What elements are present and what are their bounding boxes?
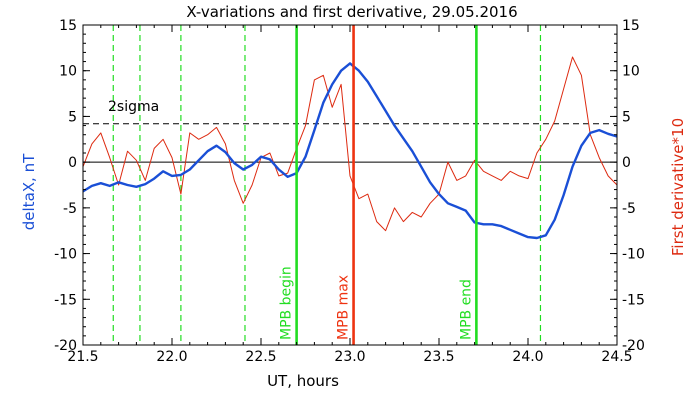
y-tick-label-0: -20	[54, 338, 77, 354]
y-tick-label-1: -15	[54, 292, 77, 308]
chart-axes: 21.5 22.0 22.5 23.0 23.5 24.0 24.5-20-15-10-50…	[54, 18, 645, 365]
x-tick-label-5: 24.0	[512, 349, 543, 365]
x-tick-label-4: 23.5	[423, 349, 454, 365]
y-right-tick-label-1: -15	[622, 292, 645, 308]
chart-mpb-markers: MPB begin MPB max MPB end	[279, 25, 478, 345]
y-right-tick-label-4: 0	[622, 155, 631, 171]
series-line-deltaX	[82, 62, 618, 240]
marker-label-1: MPB begin	[279, 266, 295, 340]
y-right-tick-label-7: 15	[622, 18, 640, 34]
y-right-tick-label-0: -20	[622, 338, 645, 354]
y-tick-label-3: -5	[63, 201, 77, 217]
y-right-tick-label-5: 5	[622, 109, 631, 125]
x-tick-label-2: 22.5	[245, 349, 276, 365]
x-axis-label: UT, hours	[267, 372, 339, 390]
sigma-label: 2sigma	[108, 99, 159, 115]
y-tick-label-5: 5	[68, 109, 77, 125]
x-tick-label-0: 21.5	[67, 349, 98, 365]
chart-title: X-variations and first derivative, 29.05…	[186, 3, 517, 21]
y-right-tick-label-6: 10	[622, 64, 640, 80]
marker-label-3: MPB end	[458, 279, 474, 340]
y-tick-label-7: 15	[59, 18, 77, 34]
chart-series	[82, 56, 618, 240]
y-right-tick-label-3: -5	[622, 201, 636, 217]
x-tick-label-3: 23.0	[334, 349, 365, 365]
y-tick-label-4: 0	[68, 155, 77, 171]
x-tick-label-1: 22.0	[156, 349, 187, 365]
y-axis-label-right: First derivative*10	[669, 118, 687, 256]
marker-label-2: MPB max	[336, 275, 352, 340]
y-right-tick-label-2: -10	[622, 247, 645, 263]
y-tick-label-2: -10	[54, 247, 77, 263]
y-axis-label-left: deltaX, nT	[20, 153, 38, 230]
y-tick-label-6: 10	[59, 64, 77, 80]
x-tick-label-6: 24.5	[601, 349, 632, 365]
series-line-derivative	[82, 56, 618, 232]
